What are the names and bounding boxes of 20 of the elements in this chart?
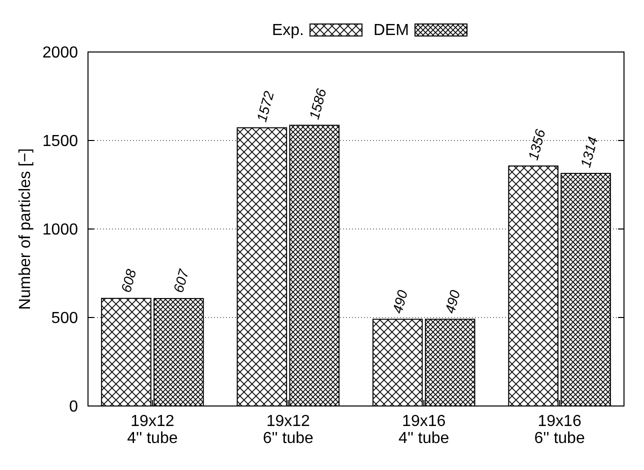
y-tick-label: 2000 <box>42 44 78 62</box>
data-label: 607 <box>170 266 192 294</box>
y-tick-label: 1500 <box>42 133 78 150</box>
data-label: 1314 <box>577 134 601 170</box>
data-label: 490 <box>442 288 464 316</box>
y-tick-label: 500 <box>51 310 78 328</box>
data-label: 1356 <box>524 127 548 162</box>
x-tick-label: 19x12 6'' tube <box>262 413 314 447</box>
y-tick-label: 1000 <box>42 222 78 239</box>
legend-label: DEM <box>373 22 409 39</box>
x-tick-label: 19x12 4'' tube <box>127 413 178 447</box>
y-axis-title: Number of particles [−] <box>17 148 34 310</box>
data-label: 608 <box>118 267 140 294</box>
y-tick-label: 0 <box>69 398 78 416</box>
data-label: 1572 <box>253 89 277 124</box>
legend-label: Exp. <box>272 22 304 39</box>
x-tick-label: 19x16 4'' tube <box>398 413 450 447</box>
x-tick-label: 19x16 6'' tube <box>534 413 585 447</box>
data-label: 490 <box>389 288 411 316</box>
data-label: 1586 <box>306 86 330 122</box>
